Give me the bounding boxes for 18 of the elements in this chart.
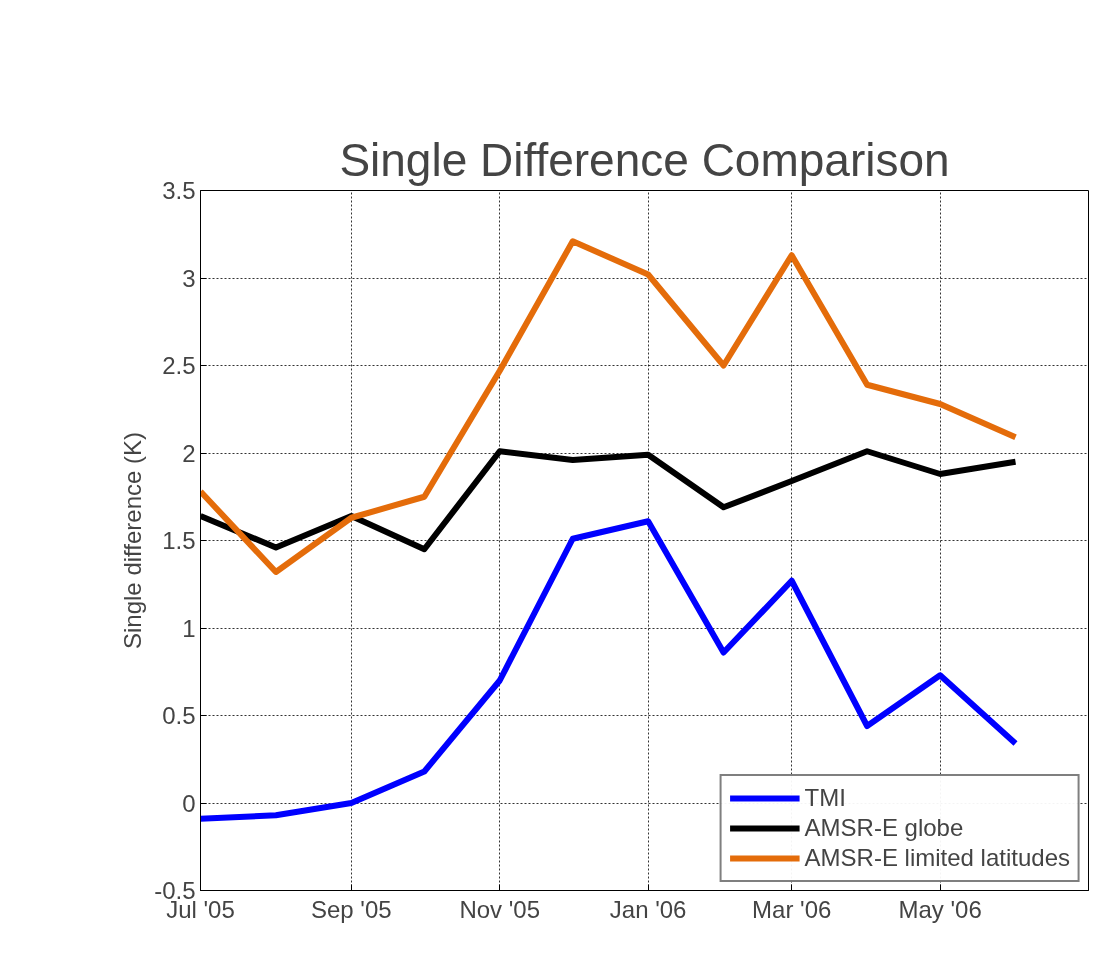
- y-tick-label: 1.5: [162, 527, 196, 554]
- legend-label: AMSR-E globe: [804, 814, 964, 842]
- x-tick-label: Jan '06: [609, 895, 687, 923]
- x-tick-label: May '06: [898, 895, 982, 923]
- chart-title: Single Difference Comparison: [339, 133, 950, 186]
- x-tick-label: Nov '05: [459, 895, 541, 923]
- y-tick-label: 0: [182, 789, 196, 817]
- legend-label: TMI: [804, 784, 846, 812]
- y-tick-label: 0.5: [162, 702, 196, 729]
- y-tick-label: 3: [182, 264, 196, 292]
- x-tick-label: Mar '06: [752, 895, 832, 923]
- y-tick-label: 1: [182, 614, 196, 642]
- y-tick-label: 3.5: [162, 177, 196, 204]
- y-tick-label: 2.5: [162, 352, 196, 379]
- x-tick-label: Sep '05: [311, 895, 392, 923]
- y-tick-label: 2: [182, 439, 196, 467]
- y-axis-title: Single difference (K): [119, 431, 147, 649]
- legend-label: AMSR-E limited latitudes: [804, 844, 1070, 872]
